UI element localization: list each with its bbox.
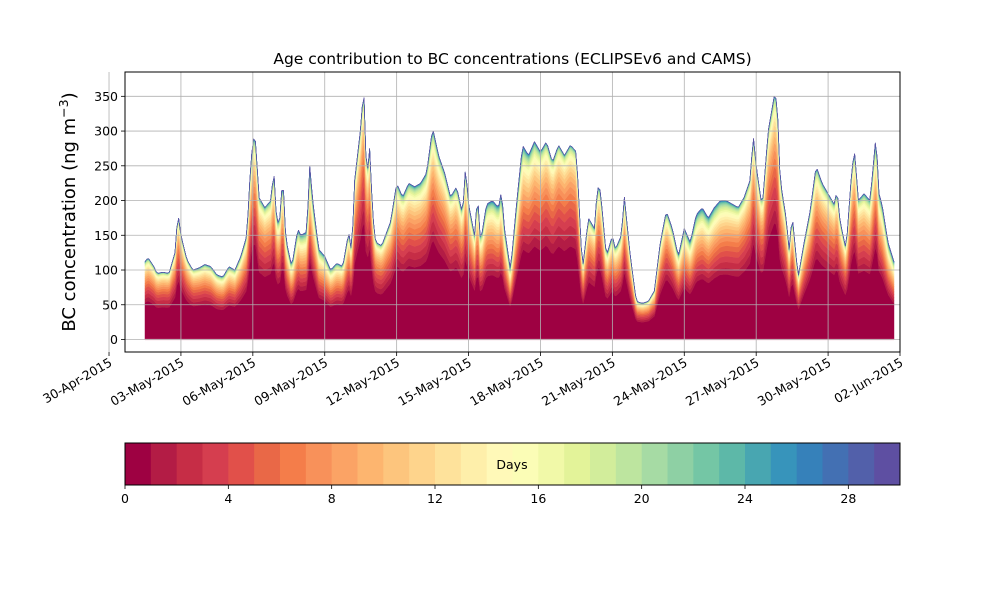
colorbar-swatch — [357, 443, 384, 485]
colorbar-tick-label: 28 — [840, 491, 856, 506]
colorbar-swatch — [615, 443, 643, 485]
colorbar-swatch — [512, 443, 539, 485]
colorbar-swatch — [641, 443, 668, 485]
colorbar-swatch — [745, 443, 772, 485]
y-axis: 0 50 100 150 200 250 300 350 — [94, 89, 125, 347]
colorbar-swatch — [150, 443, 178, 485]
colorbar-swatch — [125, 443, 152, 485]
colorbar-swatch — [848, 443, 875, 485]
colorbar-swatch — [564, 443, 591, 485]
y-axis-label-exponent: −3 — [56, 99, 71, 117]
colorbar-swatch — [874, 443, 901, 485]
colorbar-swatch — [409, 443, 436, 485]
y-tick-label: 300 — [94, 124, 118, 139]
plot-frame — [124, 71, 901, 353]
colorbar-frame — [124, 442, 901, 486]
colorbar-tick-label: 4 — [224, 491, 232, 506]
colorbar-swatch — [280, 443, 307, 485]
colorbar-swatch — [228, 443, 255, 485]
colorbar-swatch — [822, 443, 849, 485]
colorbar-tick-label: 8 — [328, 491, 336, 506]
colorbar-swatch — [719, 443, 746, 485]
colorbar-swatch — [176, 443, 203, 485]
colorbar-swatch — [538, 443, 565, 485]
colorbar-tick-label: 12 — [427, 491, 443, 506]
colorbar-swatch — [693, 443, 720, 485]
colorbar-swatch — [796, 443, 823, 485]
y-tick-label: 0 — [110, 332, 118, 347]
colorbar-swatch — [590, 443, 617, 485]
age-layer-29 — [144, 95, 895, 304]
colorbar-swatch — [460, 443, 488, 485]
colorbar-tick-label: 16 — [530, 491, 546, 506]
colorbar-swatch — [435, 443, 462, 485]
y-tick-label: 100 — [94, 263, 118, 278]
y-axis-label: BC concentration (ng m−3) — [56, 92, 81, 331]
colorbar-swatch — [202, 443, 229, 485]
y-tick-label: 200 — [94, 193, 118, 208]
colorbar-swatch — [667, 443, 694, 485]
colorbar-tick-label: 0 — [121, 491, 129, 506]
colorbar-tick-label: 20 — [634, 491, 650, 506]
y-axis-label-main: BC concentration (ng m — [59, 118, 80, 332]
y-tick-label: 350 — [94, 89, 118, 104]
y-axis-label-close: ) — [59, 92, 80, 99]
colorbar-label: Days — [496, 457, 527, 472]
colorbar: 0 4 8 12 16 20 24 28 — [121, 442, 901, 506]
y-tick-label: 250 — [94, 158, 118, 173]
colorbar-tick-label: 24 — [737, 491, 753, 506]
colorbar-swatch — [383, 443, 410, 485]
y-tick-label: 50 — [102, 297, 118, 312]
y-tick-label: 150 — [94, 228, 118, 243]
colorbar-swatch — [254, 443, 281, 485]
grid-lines — [108, 72, 901, 352]
chart-title: Age contribution to BC concentrations (E… — [273, 50, 751, 68]
colorbar-swatch — [305, 443, 333, 485]
colorbar-swatch — [331, 443, 358, 485]
colorbar-swatch — [486, 443, 513, 485]
colorbar-swatch — [770, 443, 798, 485]
